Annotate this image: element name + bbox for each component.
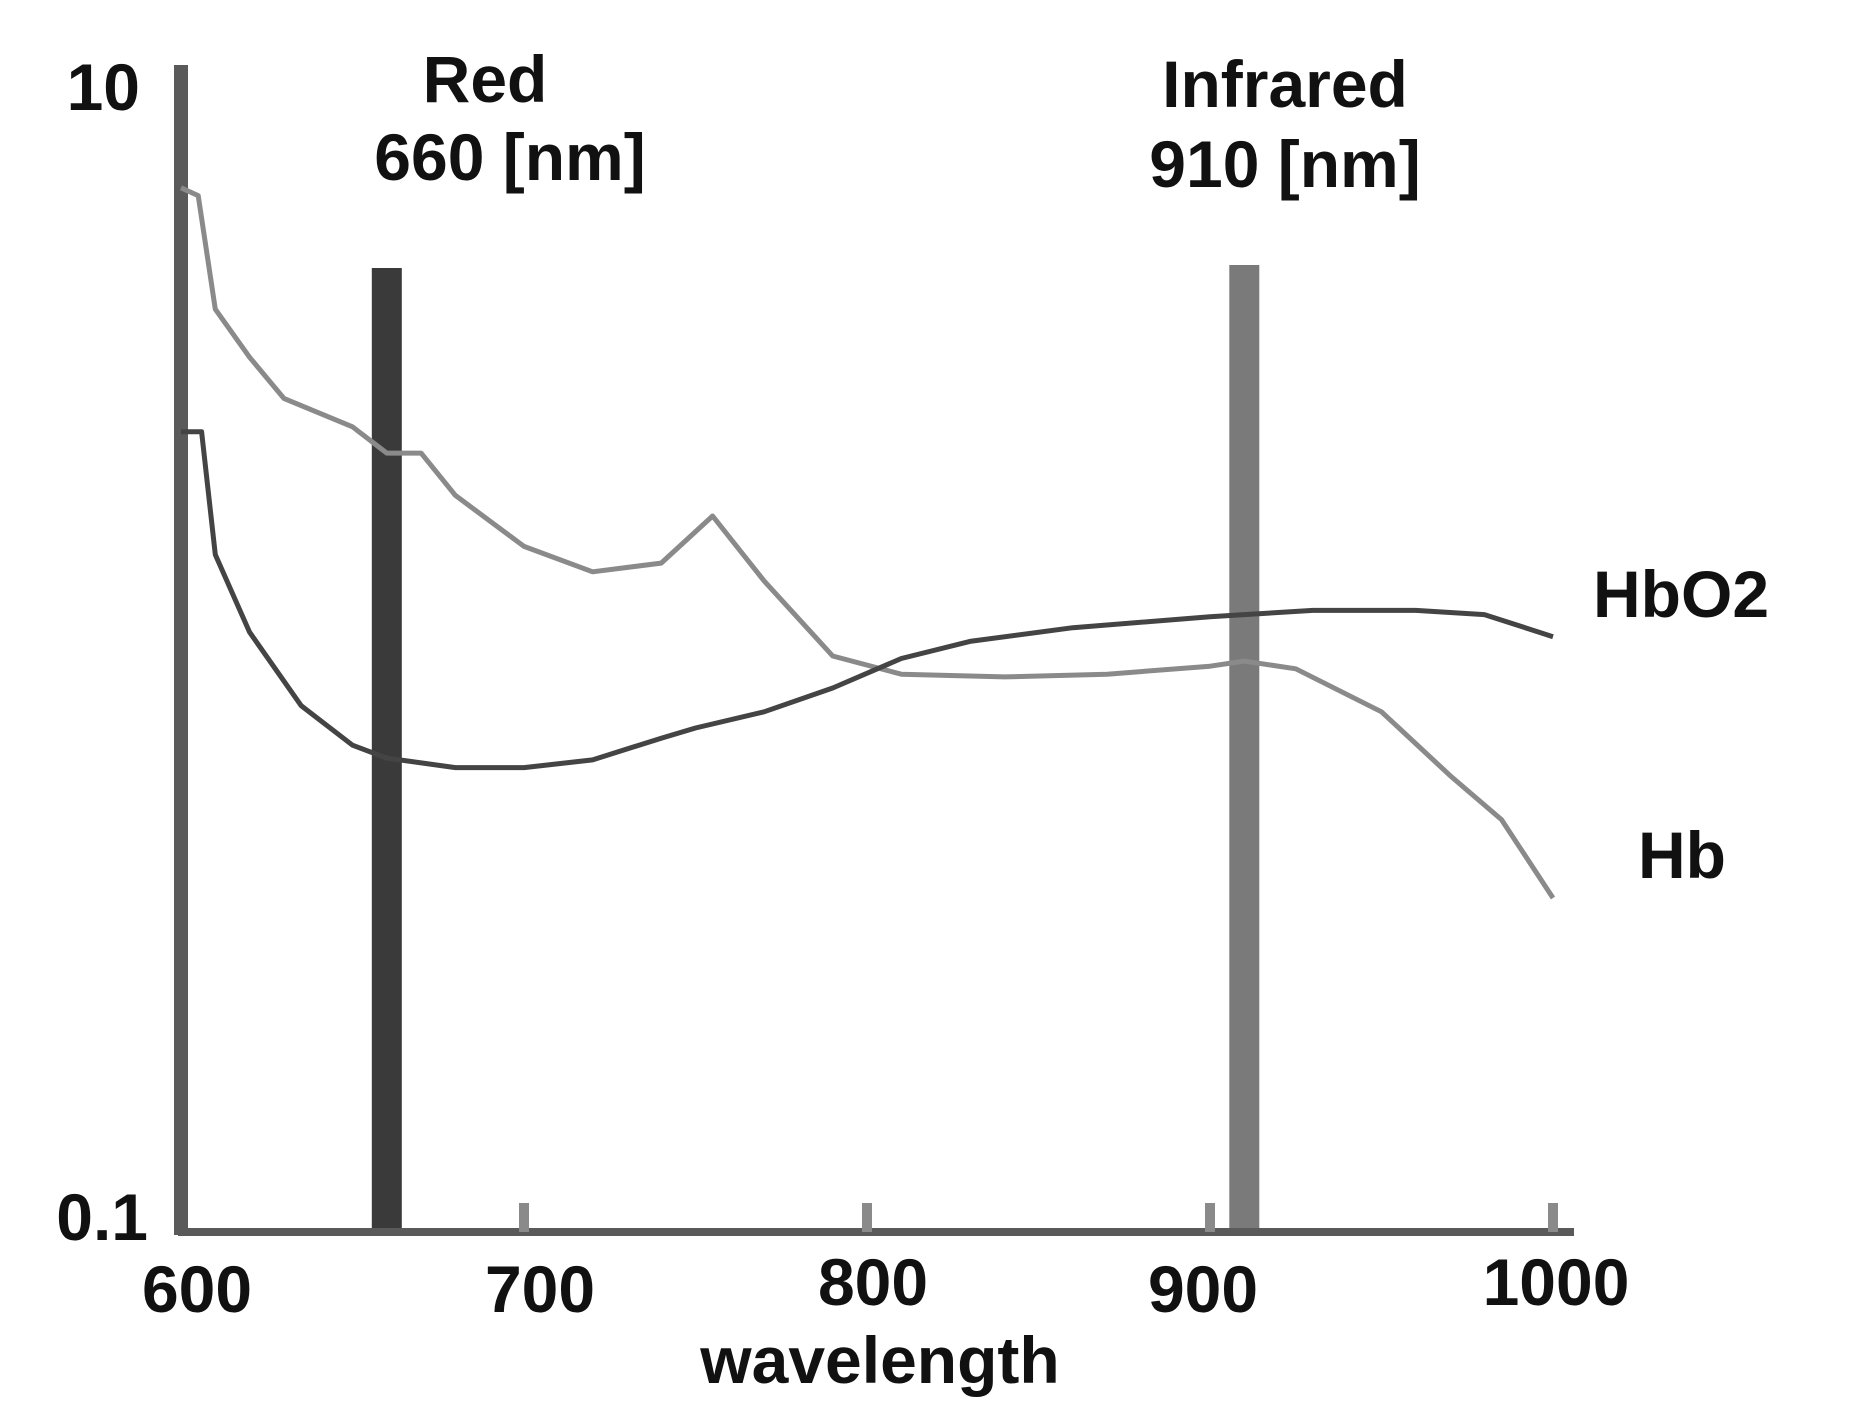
- series-label-hb: Hb: [1638, 818, 1726, 892]
- y-tick-label-top: 10: [67, 50, 140, 124]
- series-line-hbo2: [181, 429, 1554, 771]
- series-line-hb: [179, 185, 1556, 900]
- band-label-red-wavelength: 660 [nm]: [374, 120, 645, 194]
- x-tick-mark: [862, 1203, 872, 1232]
- band-bar-infrared: [1229, 265, 1260, 1230]
- x-axis-title: wavelength: [699, 1323, 1059, 1397]
- x-tick-label: 700: [485, 1252, 595, 1326]
- band-bar-red: [371, 268, 402, 1230]
- x-tick-label: 800: [818, 1245, 928, 1319]
- x-tick-label: 900: [1148, 1252, 1258, 1326]
- x-tick-mark: [519, 1203, 529, 1232]
- band-label-infrared-name: Infrared: [1162, 47, 1408, 121]
- x-tick-marks: [519, 1203, 1558, 1232]
- y-axis-line: [174, 65, 188, 1235]
- x-tick-mark: [1548, 1203, 1558, 1232]
- x-tick-label: 600: [142, 1252, 252, 1326]
- series-label-hbo2: HbO2: [1593, 557, 1769, 631]
- x-tick-label: 1000: [1483, 1245, 1630, 1319]
- y-tick-label-bottom: 0.1: [56, 1180, 148, 1254]
- x-tick-mark: [1205, 1203, 1215, 1232]
- band-label-infrared-wavelength: 910 [nm]: [1149, 127, 1420, 201]
- band-label-red-name: Red: [423, 42, 548, 116]
